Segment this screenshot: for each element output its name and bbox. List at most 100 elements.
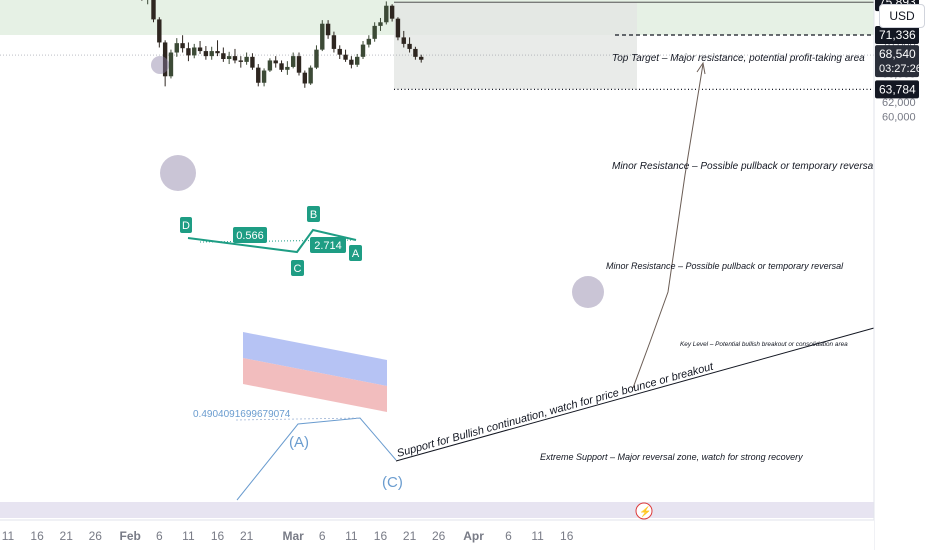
- current-price-label: 68,540: [879, 47, 916, 61]
- candle-body: [151, 0, 156, 20]
- candle-body: [267, 60, 273, 71]
- price-tag-label: 71,336: [879, 28, 916, 42]
- candle-body: [279, 63, 284, 70]
- x-tick-label: 6: [319, 529, 326, 543]
- candle-body: [360, 44, 366, 57]
- projection-path: [632, 63, 704, 389]
- candle-body: [378, 22, 383, 26]
- projection-arrowhead: [696, 61, 706, 75]
- candle-body: [273, 60, 278, 64]
- candles: [141, 0, 424, 88]
- candle-body: [389, 5, 395, 19]
- candle-body: [325, 23, 331, 36]
- candle-body: [419, 56, 424, 60]
- candle-body: [209, 51, 214, 57]
- candle-body: [407, 43, 412, 49]
- candle-body: [250, 56, 255, 68]
- candle-body: [162, 42, 168, 77]
- candle-body: [308, 67, 313, 84]
- wave-label-C: (C): [382, 474, 403, 491]
- candle-body: [157, 19, 162, 43]
- teal-label-box-5: [310, 237, 346, 253]
- candle-body: [285, 66, 290, 70]
- candle-body: [372, 25, 377, 39]
- price-tag-label: 63,784: [879, 82, 916, 96]
- level-annotation-0: Top Target – Major resistance, potential…: [612, 53, 865, 64]
- range-zone: [394, 2, 637, 90]
- candle-body: [320, 23, 325, 50]
- flash-icon: [635, 502, 653, 520]
- y-tick-label: 60,000: [882, 112, 916, 124]
- x-tick-label: 16: [30, 529, 44, 543]
- candle-body: [192, 47, 197, 56]
- highlight-circle-1: [160, 155, 196, 191]
- x-tick-label: 11: [2, 529, 15, 543]
- current-price-countdown: 03:27:26: [879, 63, 922, 75]
- candle-body: [203, 51, 209, 57]
- candle-body: [296, 56, 302, 73]
- x-tick-label: 21: [60, 529, 74, 543]
- wave-abc-line: [236, 417, 397, 501]
- candle-body: [168, 52, 174, 77]
- x-tick-label: 6: [505, 529, 512, 543]
- x-tick-label: 26: [432, 529, 446, 543]
- teal-label-2: A: [352, 248, 360, 260]
- x-tick-label: 16: [374, 529, 388, 543]
- x-tick-label: 21: [403, 529, 417, 543]
- level-annotation-1: Minor Resistance – Possible pullback or …: [612, 161, 876, 172]
- candle-body: [314, 49, 319, 68]
- teal-label-4: 0.566: [236, 230, 264, 242]
- teal-label-box-4: [233, 227, 267, 243]
- level-annotation-4: Extreme Support – Major reversal zone, w…: [540, 452, 803, 462]
- highlight-circle-2: [572, 276, 604, 308]
- candle-body: [232, 56, 238, 61]
- level-annotation-2: Minor Resistance – Possible pullback or …: [606, 261, 844, 271]
- candle-body: [256, 67, 261, 83]
- x-tick-label: 11: [531, 529, 544, 543]
- x-tick-label: 21: [240, 529, 254, 543]
- x-tick-label: Apr: [463, 529, 484, 543]
- y-tick-label: 62,000: [882, 97, 916, 109]
- candle-body: [302, 72, 308, 84]
- level-annotation-3: Key Level – Potential bullish breakout o…: [680, 341, 848, 348]
- candle-body: [197, 47, 203, 52]
- teal-label-1: C: [294, 263, 302, 275]
- channel-upper-band: [243, 332, 387, 386]
- x-tick-label: 11: [182, 529, 195, 543]
- candle-body: [401, 37, 406, 44]
- x-tick-label: 26: [89, 529, 103, 543]
- candle-body: [337, 48, 342, 55]
- candle-body: [384, 5, 389, 23]
- teal-label-5: 2.714: [314, 240, 342, 252]
- candle-body: [331, 35, 337, 49]
- x-tick-label: 16: [211, 529, 225, 543]
- candle-body: [261, 70, 267, 83]
- teal-label-0: B: [310, 209, 317, 221]
- currency-button[interactable]: USD: [879, 4, 925, 28]
- price-tag-box: [875, 80, 919, 99]
- price-tag-box: [875, 25, 919, 44]
- fib-label-wave: 0.4904091699679074: [193, 409, 291, 420]
- x-tick-label: Feb: [120, 529, 141, 543]
- candle-body: [413, 48, 418, 57]
- candle-body: [355, 56, 360, 65]
- bottom-band: [0, 502, 874, 518]
- teal-label-3: D: [182, 220, 190, 232]
- teal-label-box-0: [307, 206, 320, 222]
- candle-body: [215, 51, 220, 54]
- wave-fib-line: [235, 417, 361, 421]
- candle-body: [226, 56, 232, 59]
- support-trendline: [395, 327, 875, 462]
- teal-label-box-3: [180, 217, 192, 233]
- candle-body: [238, 60, 243, 62]
- channel-lower-band: [243, 358, 387, 412]
- x-tick-label: 16: [560, 529, 574, 543]
- harmonic-dotted: [199, 239, 357, 243]
- x-tick-label: Mar: [283, 529, 305, 543]
- x-axis-panel: [0, 520, 874, 550]
- candle-body: [349, 59, 354, 65]
- candle-body: [244, 56, 249, 62]
- candle-body: [180, 43, 185, 49]
- x-tick-label: 11: [345, 529, 358, 543]
